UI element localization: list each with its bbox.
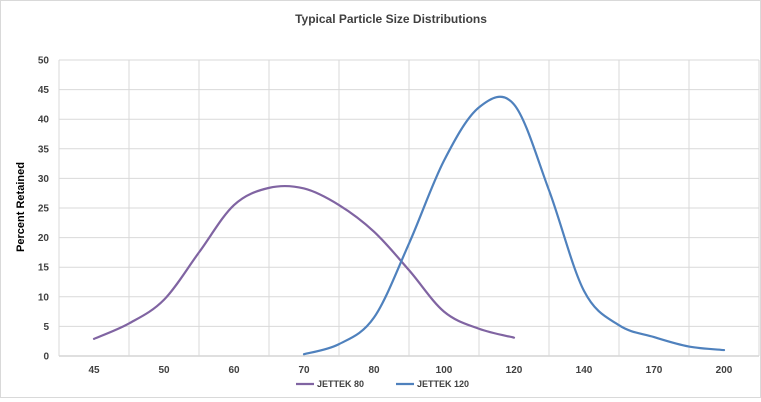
y-tick-label: 15 bbox=[38, 263, 50, 274]
y-tick-label: 20 bbox=[38, 233, 50, 244]
tick-labels: 0 5 10 15 20 25 30 35 40 45 50 45 50 60 70 80 100 120 140 1… bbox=[38, 56, 733, 377]
x-tick-label: 80 bbox=[368, 365, 380, 376]
x-tick-label: 45 bbox=[88, 365, 100, 376]
series-line-jettek-120 bbox=[302, 95, 726, 356]
x-tick-label: 200 bbox=[716, 365, 733, 376]
y-tick-label: 10 bbox=[38, 292, 50, 303]
y-tick-label: 40 bbox=[38, 115, 50, 126]
y-axis-label: Percent Retained bbox=[15, 162, 27, 252]
y-tick-label: 30 bbox=[38, 174, 50, 185]
x-tick-label: 100 bbox=[436, 365, 453, 376]
y-tick-label: 25 bbox=[38, 204, 50, 215]
legend: JETTEK 80 JETTEK 120 bbox=[296, 379, 469, 389]
x-tick-label: 70 bbox=[298, 365, 310, 376]
x-tick-label: 120 bbox=[506, 365, 523, 376]
series-line-jettek-80 bbox=[92, 184, 516, 340]
x-tick-label: 60 bbox=[228, 365, 240, 376]
y-tick-label: 45 bbox=[38, 85, 50, 96]
legend-entry-label: JETTEK 80 bbox=[317, 379, 364, 389]
x-tick-label: 50 bbox=[158, 365, 170, 376]
gridlines bbox=[58, 59, 760, 357]
legend-entry-label: JETTEK 120 bbox=[417, 379, 469, 389]
y-tick-label: 5 bbox=[43, 322, 49, 333]
series-lines bbox=[92, 95, 726, 356]
x-tick-label: 170 bbox=[646, 365, 663, 376]
y-tick-label: 35 bbox=[38, 144, 50, 155]
y-tick-label: 0 bbox=[43, 352, 49, 363]
y-tick-label: 50 bbox=[38, 56, 50, 67]
x-tick-label: 140 bbox=[576, 365, 593, 376]
chart-title: Typical Particle Size Distributions bbox=[295, 12, 487, 26]
